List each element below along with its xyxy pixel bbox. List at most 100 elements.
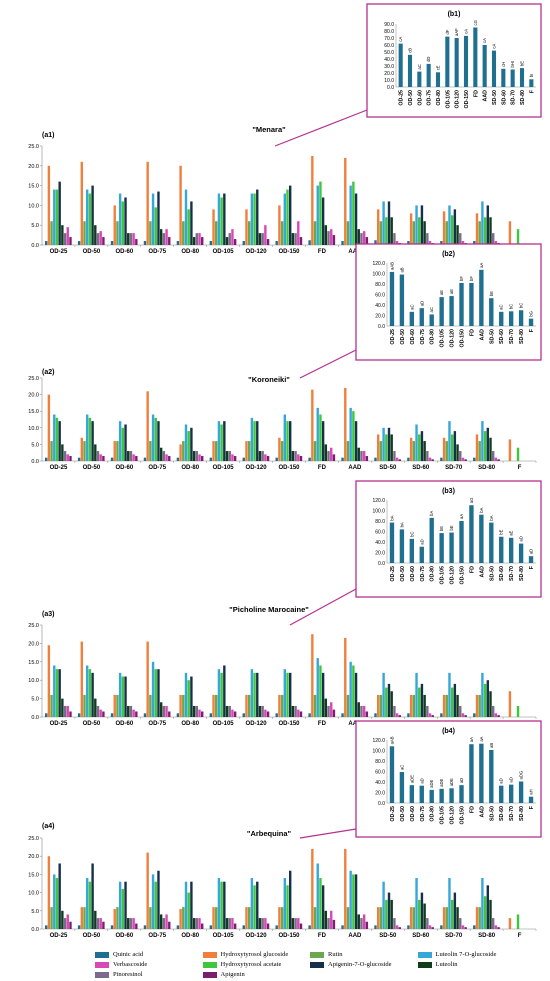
- bar: [463, 35, 469, 87]
- bar: [385, 217, 388, 245]
- bar: [445, 221, 448, 245]
- bar: [379, 907, 383, 929]
- x-tick-label: OD-105: [440, 329, 446, 348]
- bar: [66, 705, 69, 717]
- bar: [450, 899, 454, 929]
- bar: [55, 417, 59, 461]
- bar: [429, 517, 434, 563]
- x-tick-label: OD-80: [181, 465, 199, 471]
- bar: [53, 189, 56, 245]
- bar: [412, 221, 416, 245]
- bar: [428, 241, 432, 245]
- bar: [215, 221, 218, 245]
- bar: [102, 237, 105, 245]
- bar: [346, 441, 350, 461]
- bar: [332, 709, 336, 717]
- bar-data-label: bC: [519, 303, 524, 308]
- bar: [223, 193, 226, 245]
- bar: [110, 241, 114, 245]
- bar: [110, 713, 114, 717]
- bar: [83, 441, 86, 461]
- bar: [165, 454, 168, 461]
- bar: [143, 457, 147, 461]
- bar: [497, 459, 500, 461]
- bar: [190, 676, 193, 717]
- bar: [459, 521, 464, 563]
- bar-data-label: aDG: [519, 771, 524, 780]
- bar: [88, 417, 92, 461]
- bar: [478, 441, 481, 461]
- bar: [475, 434, 479, 461]
- bar: [250, 193, 254, 245]
- bar: [294, 451, 297, 461]
- bar: [187, 431, 190, 461]
- bar: [453, 892, 457, 929]
- bar: [77, 241, 81, 245]
- bar: [419, 546, 424, 563]
- bar: [294, 233, 297, 245]
- bar: [286, 421, 289, 461]
- bar: [209, 925, 213, 929]
- bar: [508, 221, 512, 245]
- bar: [135, 711, 138, 717]
- bar: [481, 421, 484, 461]
- bar: [379, 694, 383, 717]
- bar: [399, 772, 405, 803]
- bar: [473, 457, 476, 461]
- y-tick-label: 15.0: [28, 409, 39, 415]
- y-tick-label: 120.0: [372, 738, 385, 744]
- bar: [192, 705, 196, 717]
- bar: [440, 241, 443, 245]
- bar: [374, 240, 377, 245]
- bar: [489, 217, 492, 245]
- bar: [253, 885, 256, 929]
- bar: [143, 241, 147, 245]
- bar: [459, 233, 462, 245]
- bar: [349, 661, 352, 717]
- bar: [266, 711, 270, 717]
- bar: [423, 694, 426, 717]
- bar: [489, 522, 494, 563]
- bar: [149, 441, 152, 461]
- bar: [47, 645, 51, 717]
- bar: [445, 441, 448, 461]
- bar: [280, 694, 284, 717]
- bar: [445, 36, 450, 87]
- y-tick-label: 40.0: [384, 57, 394, 63]
- bar: [157, 870, 160, 929]
- bar: [132, 233, 135, 245]
- bar: [407, 713, 410, 717]
- x-tick-label: OD-120: [450, 329, 456, 348]
- bar: [473, 241, 476, 245]
- x-tick-label: OD-25: [50, 249, 68, 255]
- bar: [453, 683, 457, 717]
- x-tick-label: OD-25: [390, 329, 396, 345]
- bar: [83, 694, 86, 717]
- x-tick-label: SD-70: [445, 465, 463, 471]
- bar: [376, 694, 380, 717]
- y-tick-label: 10.0: [28, 891, 39, 897]
- bar: [168, 456, 171, 461]
- bar-data-label: bA: [389, 515, 394, 520]
- bar: [242, 241, 245, 245]
- bar: [242, 713, 245, 717]
- bar: [283, 193, 286, 245]
- bar: [261, 451, 264, 461]
- inset-connector-line: [289, 588, 357, 626]
- bar: [311, 634, 314, 717]
- y-tick-label: 5.0: [31, 697, 39, 703]
- bar: [529, 79, 534, 87]
- bar: [184, 424, 188, 461]
- bar: [280, 441, 284, 461]
- bar-data-label: bA: [489, 515, 494, 520]
- bar: [50, 441, 53, 461]
- y-tick-label: 120.0: [372, 261, 385, 267]
- y-tick-label: 20.0: [28, 164, 39, 170]
- bar: [159, 702, 163, 717]
- bar-data-label: aDE: [449, 778, 454, 786]
- legend-swatch: [310, 961, 324, 968]
- bar-data-label: bC: [509, 304, 514, 309]
- bar: [479, 743, 484, 803]
- legend-label: Luteolin: [435, 961, 458, 968]
- bar: [395, 457, 399, 461]
